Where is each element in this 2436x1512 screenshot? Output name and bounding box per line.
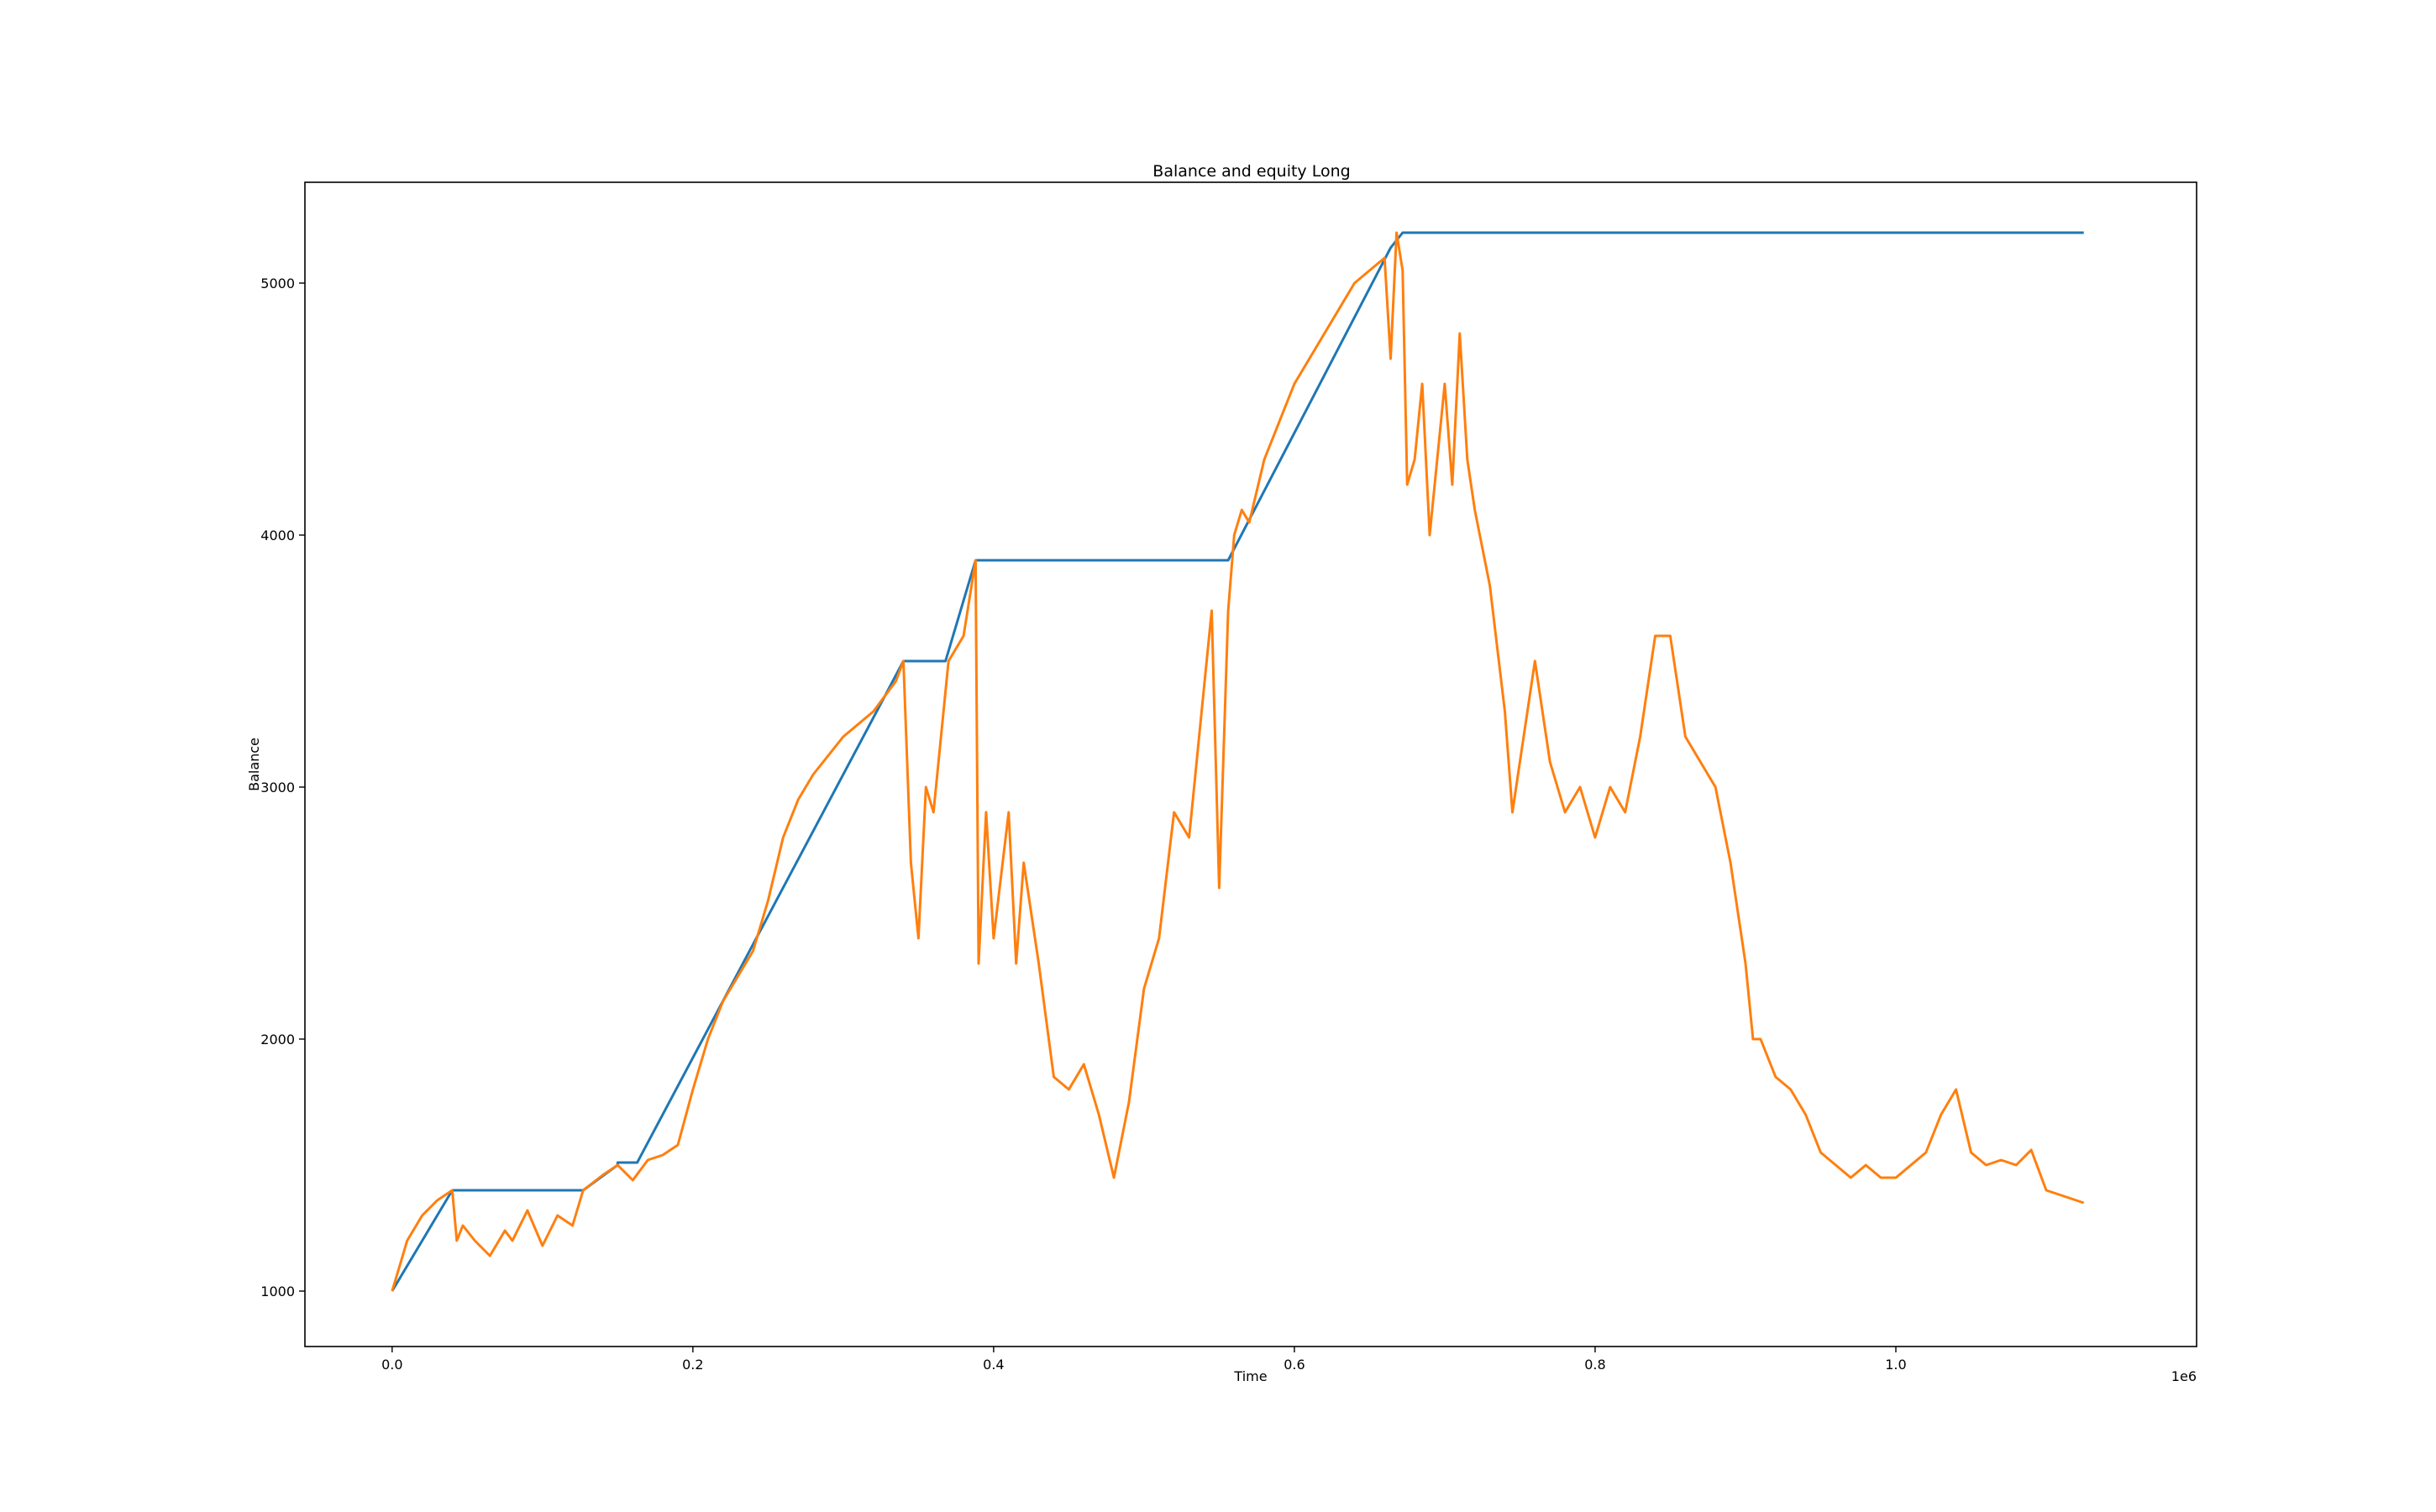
x-tick-label: 0.0 [381, 1357, 402, 1373]
y-tick-label: 5000 [260, 276, 295, 291]
x-tick-label: 1.0 [1885, 1357, 1906, 1373]
y-axis-ticks: 1000 2000 3000 4000 5000 [260, 276, 305, 1299]
x-axis-offset-label: 1e6 [2171, 1368, 2197, 1384]
chart-title: Balance and equity Long [1152, 162, 1350, 181]
x-tick-label: 0.6 [1284, 1357, 1305, 1373]
y-tick-label: 1000 [260, 1284, 295, 1299]
y-tick-label: 4000 [260, 528, 295, 543]
x-axis-ticks: 0.0 0.2 0.4 0.6 0.8 1.0 [381, 1347, 1907, 1373]
y-tick-label: 2000 [260, 1032, 295, 1047]
plot-frame [304, 181, 2197, 1347]
x-tick-label: 0.4 [983, 1357, 1004, 1373]
x-axis-label: Time [1233, 1368, 1267, 1384]
x-tick-label: 0.2 [682, 1357, 703, 1373]
y-axis-label: Balance [246, 738, 262, 791]
x-tick-label: 0.8 [1584, 1357, 1605, 1373]
plot-area [391, 231, 2085, 1292]
series-line-2 [391, 231, 2085, 1292]
y-tick-label: 3000 [260, 780, 295, 795]
